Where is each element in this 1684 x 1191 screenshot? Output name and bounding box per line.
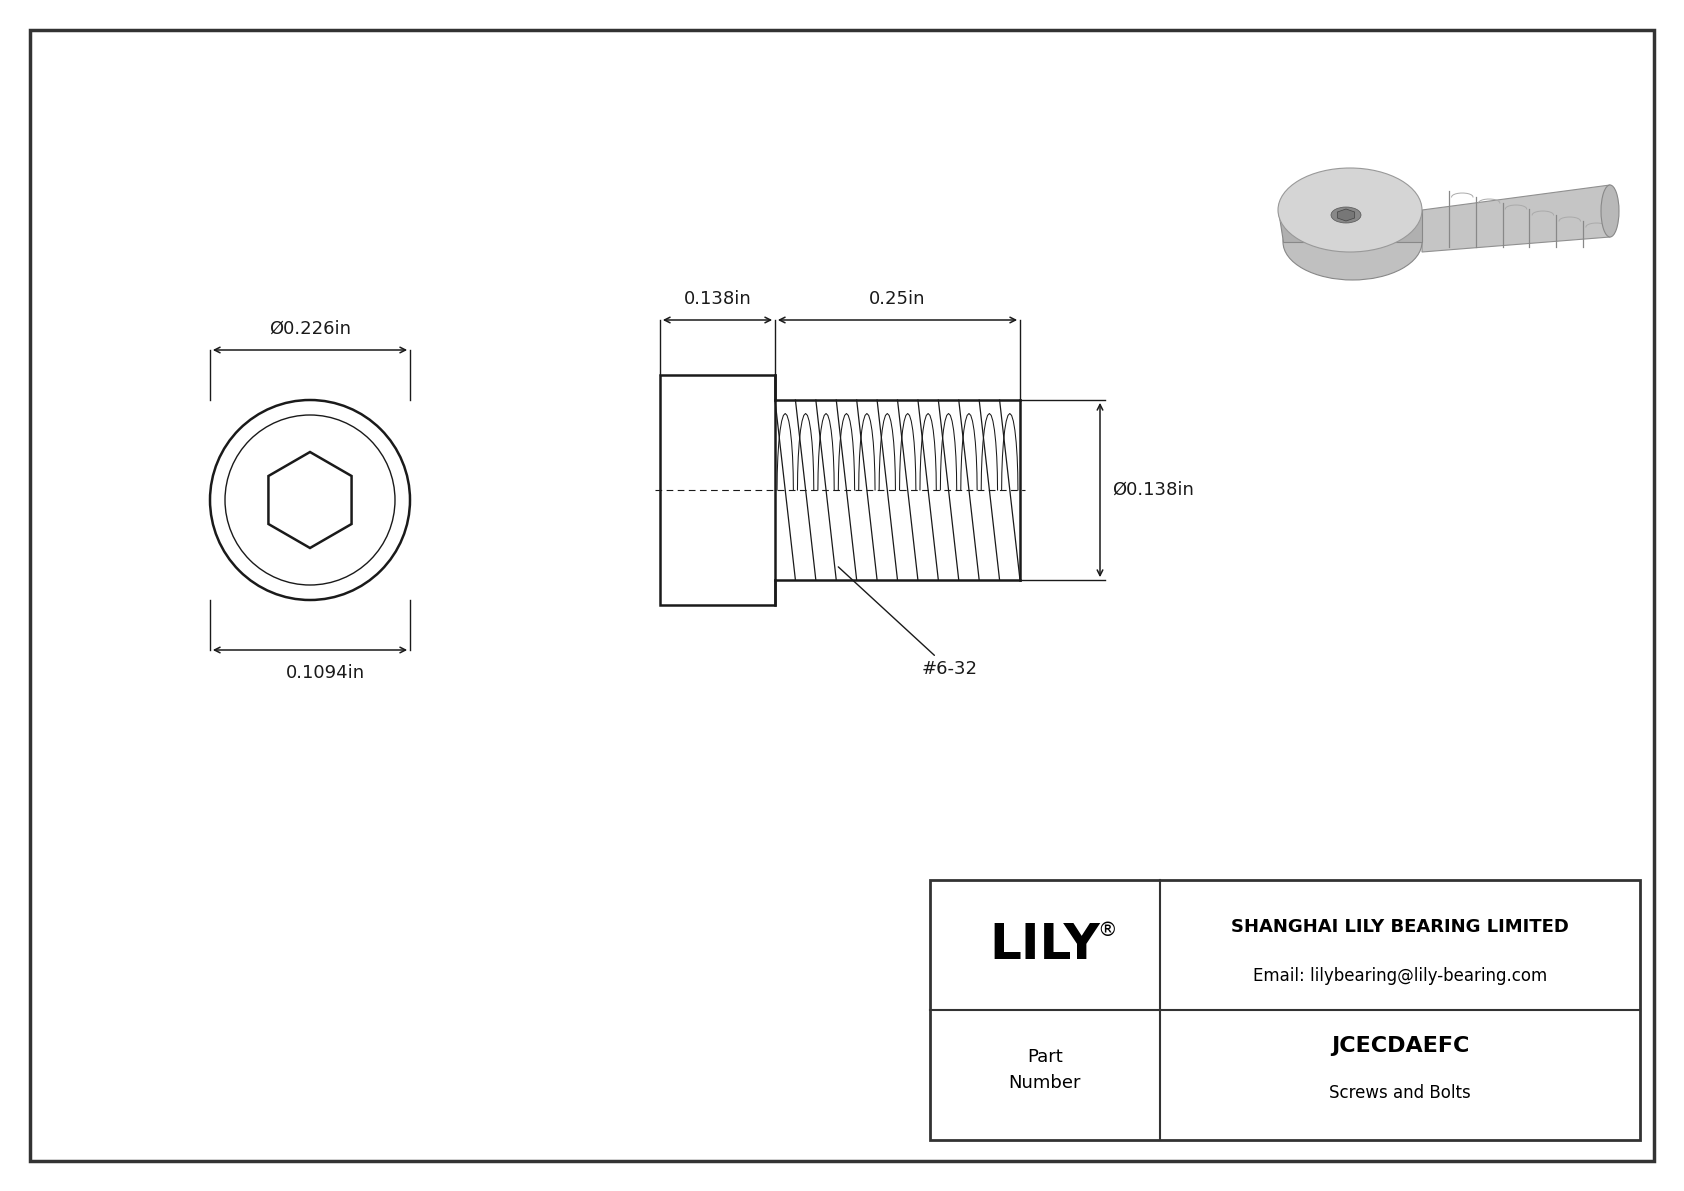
Polygon shape	[268, 453, 352, 548]
Polygon shape	[1278, 210, 1421, 242]
Polygon shape	[1337, 208, 1354, 222]
Text: 0.138in: 0.138in	[684, 289, 751, 308]
Bar	[660, 375, 775, 605]
Text: 0.25in: 0.25in	[869, 289, 926, 308]
Text: Part
Number: Part Number	[1009, 1048, 1081, 1092]
Ellipse shape	[1283, 204, 1421, 280]
Text: SHANGHAI LILY BEARING LIMITED: SHANGHAI LILY BEARING LIMITED	[1231, 918, 1569, 936]
Polygon shape	[1421, 185, 1610, 252]
Text: #6-32: #6-32	[839, 567, 977, 678]
Text: ®: ®	[1098, 922, 1116, 941]
Circle shape	[210, 400, 409, 600]
Ellipse shape	[1278, 168, 1421, 252]
Ellipse shape	[1601, 185, 1618, 237]
Circle shape	[226, 414, 396, 585]
Text: Ø0.138in: Ø0.138in	[1111, 481, 1194, 499]
Text: Ø0.226in: Ø0.226in	[269, 320, 350, 338]
Ellipse shape	[1330, 207, 1361, 223]
Text: Screws and Bolts: Screws and Bolts	[1329, 1084, 1470, 1102]
Text: JCECDAEFC: JCECDAEFC	[1330, 1036, 1468, 1056]
Text: Email: lilybearing@lily-bearing.com: Email: lilybearing@lily-bearing.com	[1253, 967, 1548, 985]
Bar	[930, 880, 1640, 1140]
Text: LILY: LILY	[990, 921, 1100, 969]
Text: 0.1094in: 0.1094in	[285, 665, 364, 682]
